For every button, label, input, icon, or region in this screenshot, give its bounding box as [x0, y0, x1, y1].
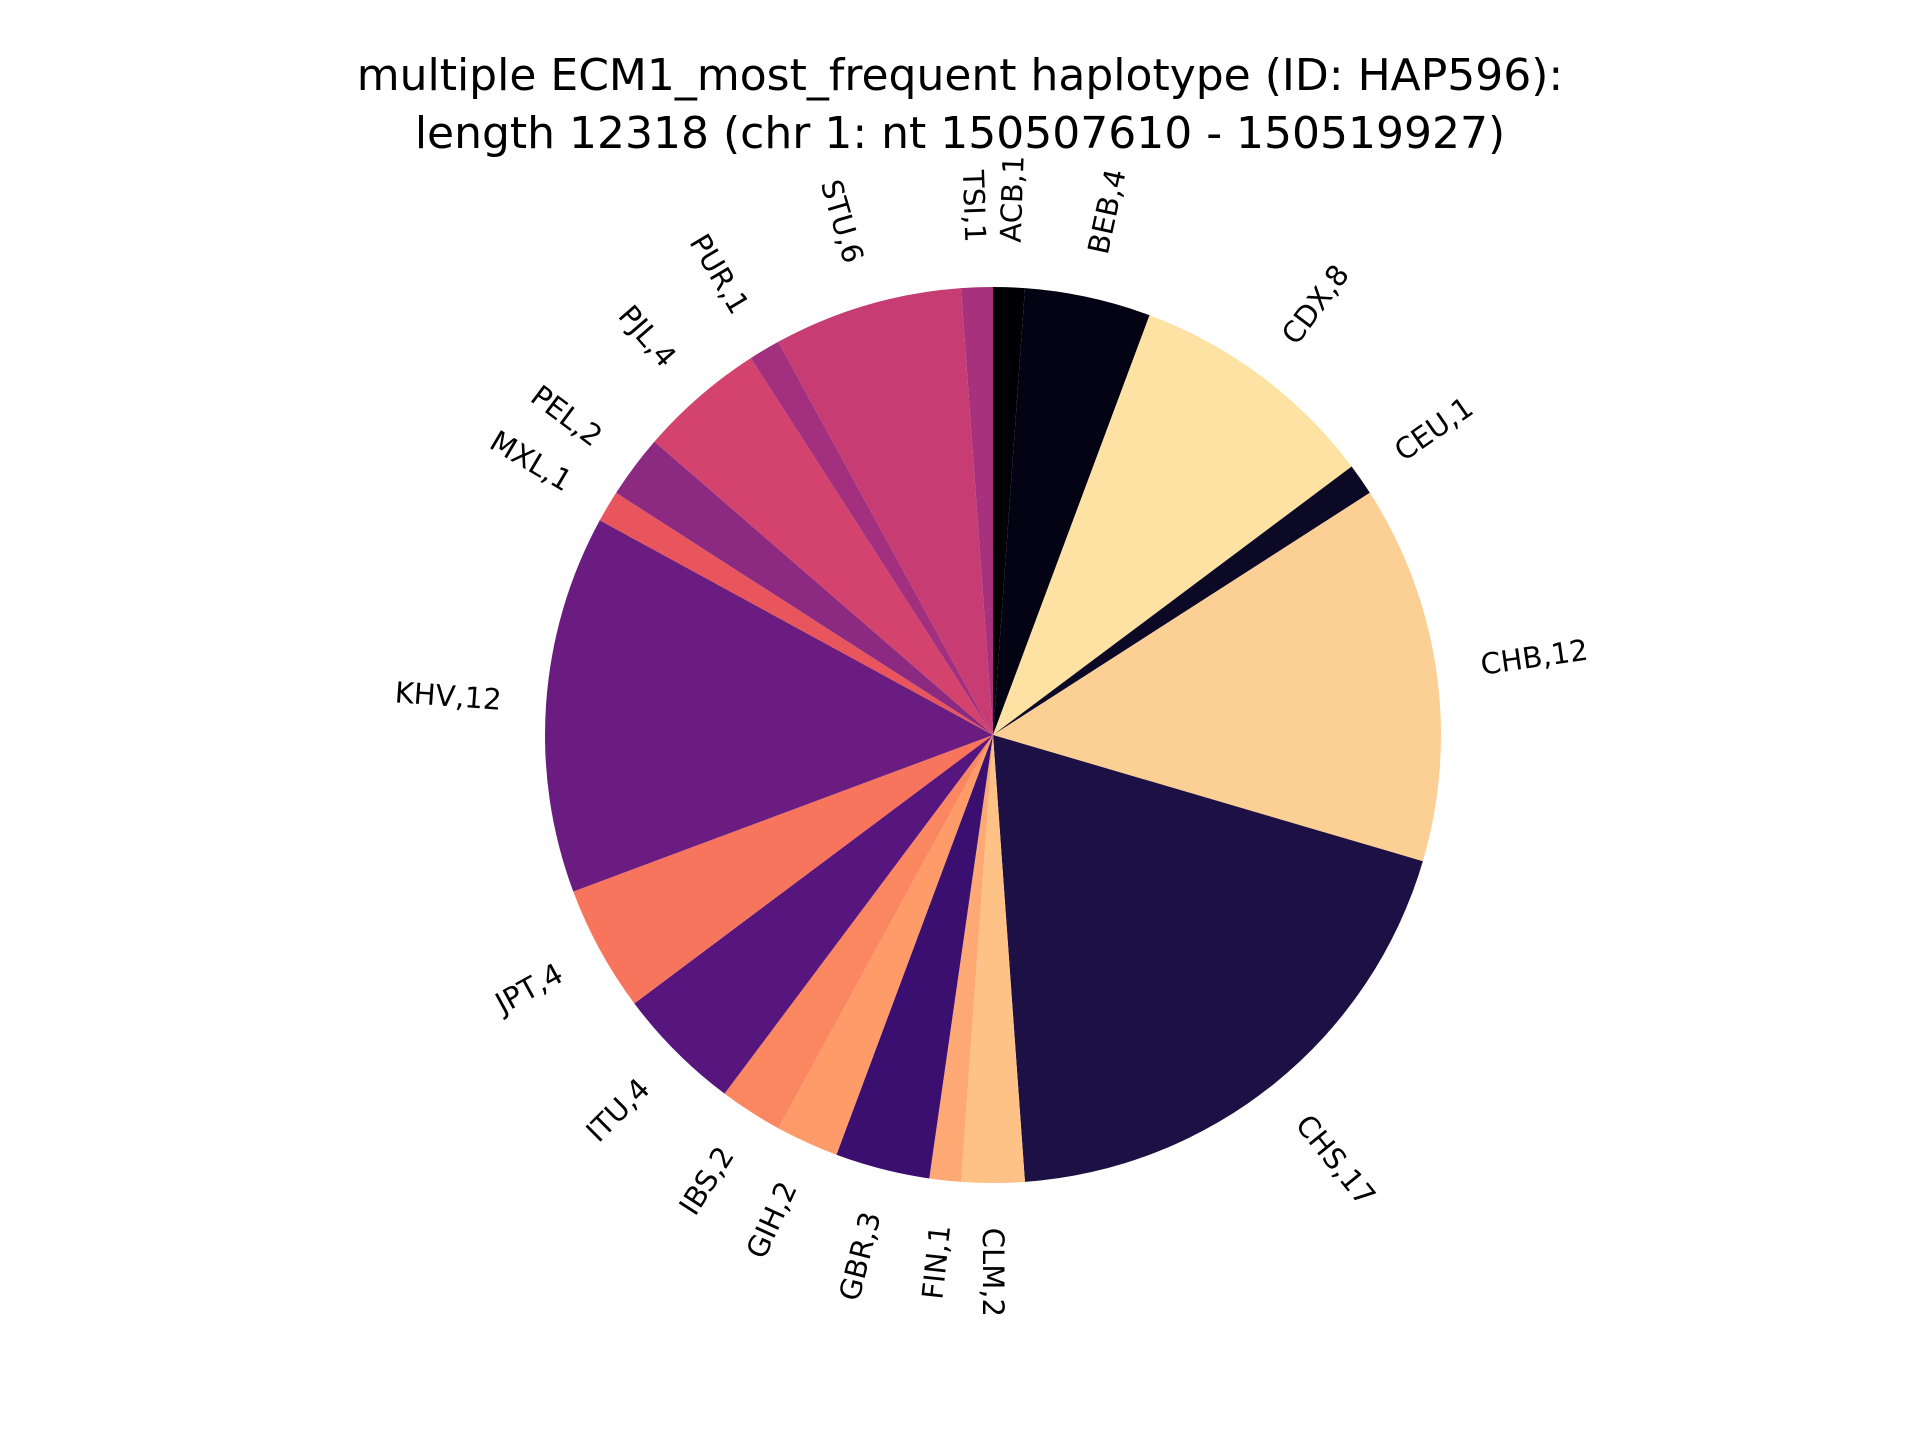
pie-slice-ibs: [724, 735, 993, 1129]
pie-slice-cdx: [993, 315, 1352, 735]
pie-slice-acb: [993, 287, 1025, 735]
pie-label-itu: ITU,4: [579, 1071, 656, 1148]
pie-label-khv: KHV,12: [394, 675, 503, 717]
pie-label-pur: PUR,1: [683, 228, 756, 320]
pie-label-cdx: CDX,8: [1275, 258, 1356, 351]
pie-slice-chs: [993, 735, 1423, 1182]
pie-slice-mxl: [599, 492, 993, 735]
pie-slice-pur: [750, 341, 993, 735]
pie-label-fin: FIN,1: [915, 1223, 957, 1301]
chart-title-line-2: length 12318 (chr 1: nt 150507610 - 1505…: [415, 108, 1505, 159]
pie-label-chs: CHS,17: [1289, 1108, 1382, 1212]
pie-slice-itu: [634, 735, 993, 1094]
pie-slice-jpt: [573, 735, 993, 1004]
pie-label-beb: BEB,4: [1081, 166, 1132, 257]
pie-label-ibs: IBS,2: [672, 1140, 741, 1221]
pie-slice-fin: [929, 735, 993, 1182]
pie-slice-pel: [616, 441, 993, 735]
pie-label-pjl: PJL,4: [612, 299, 683, 374]
pie-slice-tsi: [961, 287, 993, 735]
pie-slice-chb: [993, 492, 1442, 862]
pie-label-tsi: TSI,1: [956, 169, 993, 244]
pie-slice-khv: [544, 520, 993, 892]
pie-label-chb: CHB,12: [1478, 633, 1590, 682]
pie-label-gbr: GBR,3: [832, 1208, 887, 1304]
pie-slice-gbr: [836, 735, 993, 1179]
pie-label-gih: GIH,2: [739, 1176, 803, 1263]
pie-label-pel: PEL,2: [525, 378, 609, 453]
pie-slices: [544, 287, 1442, 1183]
pie-slice-pjl: [654, 358, 993, 735]
pie-slice-gih: [778, 735, 993, 1155]
pie-slice-clm: [961, 735, 1025, 1183]
pie-label-clm: CLM,2: [976, 1228, 1010, 1317]
pie-slice-beb: [993, 288, 1150, 735]
pie-slice-ceu: [993, 466, 1370, 735]
pie-label-stu: STU,6: [814, 176, 871, 267]
pie-label-jpt: JPT,4: [488, 956, 569, 1021]
chart-title-line-1: multiple ECM1_most_frequent haplotype (I…: [357, 50, 1564, 101]
pie-slice-stu: [778, 288, 993, 735]
pie-label-acb: ACB,1: [994, 155, 1031, 243]
pie-label-ceu: CEU,1: [1388, 390, 1479, 468]
